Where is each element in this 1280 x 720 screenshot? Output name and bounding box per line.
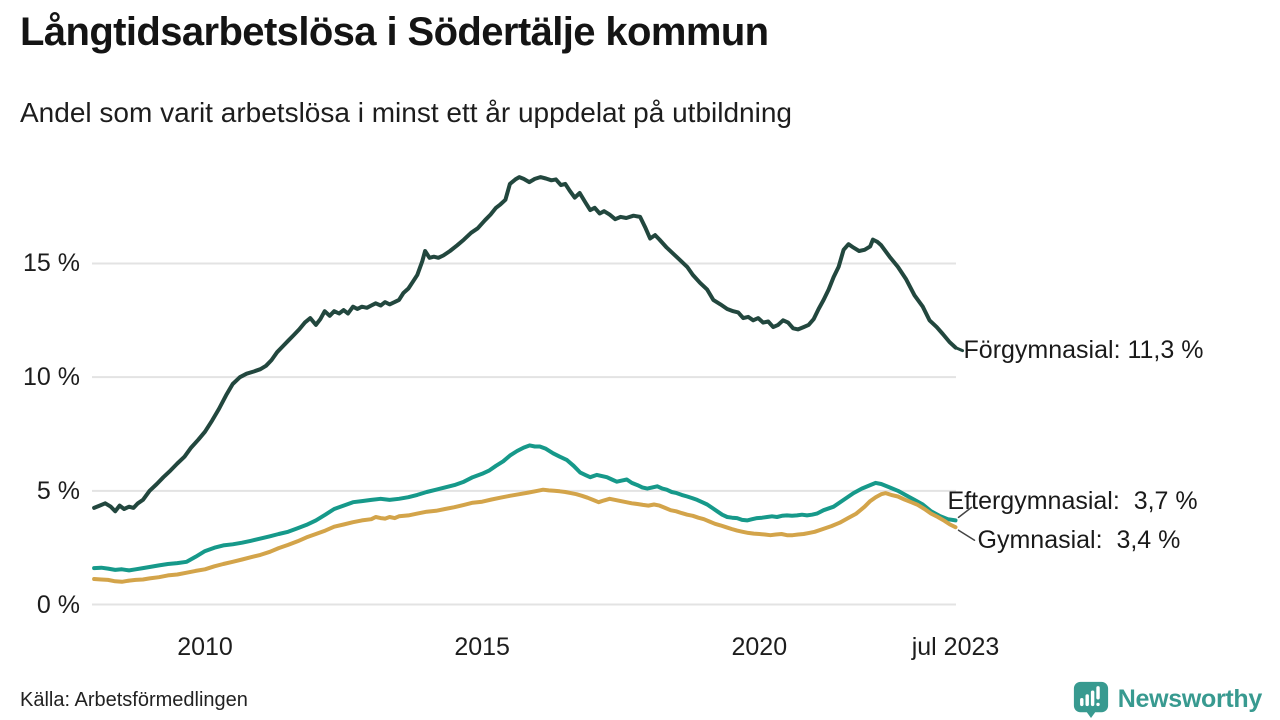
x-tick-label: 2020 <box>731 633 788 661</box>
leader-line-forgymnasial <box>954 346 965 353</box>
chart-title: Långtidsarbetslösa i Södertälje kommun <box>20 10 769 54</box>
series-line-forgymnasial <box>92 175 958 514</box>
series-line-gymnasial <box>92 487 958 584</box>
series-line-eftergymnasial <box>92 443 958 573</box>
leader-line-gymnasial <box>957 529 976 541</box>
series-lines <box>92 175 958 584</box>
series-label-forgymnasial: Förgymnasial: 11,3 % <box>963 335 1204 364</box>
x-tick-label: 2015 <box>454 633 510 661</box>
series-label-eftergymnasial: Eftergymnasial: 3,7 % <box>947 487 1198 516</box>
gridlines <box>92 262 956 606</box>
x-tick-label: jul 2023 <box>911 633 1000 661</box>
newsworthy-wordmark: Newsworthy <box>1117 684 1263 713</box>
source-note: Källa: Arbetsförmedlingen <box>20 689 248 711</box>
newsworthy-logo-icon <box>1073 681 1108 718</box>
series-label-gymnasial: Gymnasial: 3,4 % <box>977 526 1181 555</box>
chart-subtitle: Andel som varit arbetslösa i minst ett å… <box>20 97 792 128</box>
y-tick-label: 0 % <box>36 590 80 619</box>
y-tick-label: 5 % <box>36 476 80 505</box>
label-leader-lines <box>954 346 976 541</box>
y-tick-label: 10 % <box>23 363 80 392</box>
leader-line-eftergymnasial <box>957 506 973 519</box>
newsworthy-brand: Newsworthy <box>1072 678 1262 720</box>
y-tick-label: 15 % <box>23 249 80 278</box>
x-tick-label: 2010 <box>177 633 233 661</box>
